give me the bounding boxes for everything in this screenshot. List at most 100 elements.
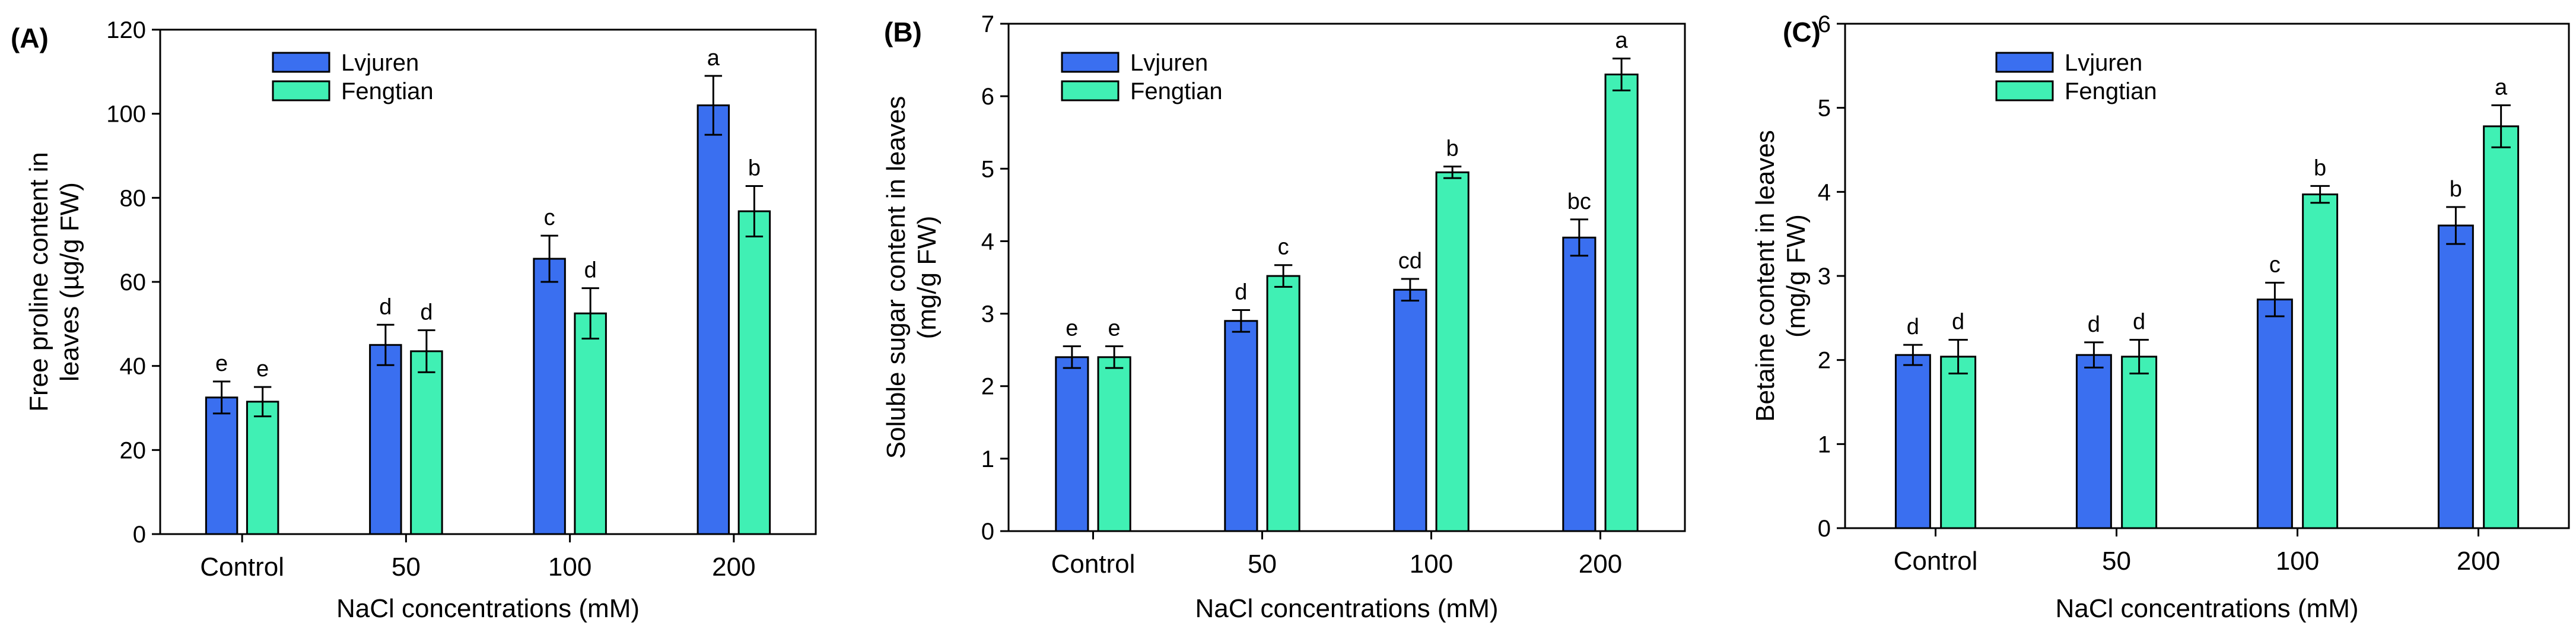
bar-fengtian (2483, 125, 2520, 529)
bar-lvjuren (1393, 288, 1427, 532)
y-tick-label: 4 (981, 228, 994, 255)
y-tick-label: 2 (981, 374, 994, 400)
bar-fengtian (1940, 355, 1977, 529)
significance-label: d (379, 294, 392, 319)
plot-frame (1007, 23, 1686, 532)
y-axis-title-line: Betaine content in leaves (1751, 130, 1780, 422)
y-tick-label: 1 (981, 446, 994, 472)
bar-lvjuren (533, 258, 566, 535)
significance-label: b (2314, 155, 2326, 180)
bar-lvjuren (2256, 298, 2293, 529)
bar-lvjuren (1224, 320, 1258, 532)
legend-label: Lvjuren (1130, 50, 1208, 76)
x-tick-label: 100 (548, 552, 591, 582)
x-tick-label: Control (200, 552, 284, 582)
bar-fengtian (737, 210, 771, 535)
y-axis-title: Free proline content inleaves (µg/g FW) (24, 152, 84, 412)
significance-label: e (1108, 316, 1121, 341)
y-tick-label: 5 (1818, 96, 1831, 122)
bar-fengtian (410, 350, 443, 535)
significance-label: d (1952, 310, 1964, 335)
significance-label: e (215, 351, 228, 376)
significance-label: d (1907, 315, 1919, 339)
x-axis-title: NaCl concentrations (mM) (2055, 594, 2358, 623)
y-tick-label: 7 (981, 11, 994, 37)
y-axis-title-line: (mg/g FW) (912, 216, 942, 339)
significance-label: d (2088, 312, 2100, 337)
x-tick-label: 100 (1410, 550, 1453, 579)
y-tick-label: 0 (133, 522, 146, 548)
bar-lvjuren (2075, 354, 2112, 529)
significance-label: a (1615, 28, 1629, 53)
significance-label: e (256, 357, 269, 382)
y-tick-label: 6 (981, 84, 994, 110)
bar-lvjuren (1894, 354, 1931, 529)
y-tick-label: 120 (106, 17, 146, 43)
bar-fengtian (1097, 356, 1131, 532)
bar-lvjuren (1055, 356, 1089, 532)
legend-label: Lvjuren (341, 50, 419, 76)
significance-label: e (1066, 316, 1078, 341)
bar-lvjuren (2437, 224, 2474, 529)
panel-label: (A) (11, 23, 49, 53)
legend-label: Fengtian (2065, 78, 2157, 104)
legend-swatch-fengtian (1061, 80, 1120, 101)
bar-fengtian (574, 312, 607, 535)
x-tick-label: 100 (2276, 547, 2319, 576)
bar-fengtian (1266, 275, 1300, 532)
legend-swatch-lvjuren (272, 52, 330, 73)
y-tick-label: 20 (120, 437, 147, 463)
bar-lvjuren (369, 344, 402, 535)
y-axis-title-line: leaves (µg/g FW) (55, 182, 84, 382)
y-tick-label: 40 (120, 354, 147, 380)
x-tick-label: 50 (2102, 547, 2131, 576)
x-axis-title: NaCl concentrations (mM) (336, 594, 640, 623)
significance-label: b (748, 156, 761, 181)
significance-label: c (1278, 235, 1289, 260)
y-tick-label: 2 (1818, 348, 1831, 374)
significance-label: c (2269, 252, 2281, 277)
y-axis-title-line: Free proline content in (24, 152, 53, 412)
y-tick-label: 3 (1818, 263, 1831, 290)
significance-label: a (2495, 75, 2508, 100)
significance-label: b (1446, 136, 1459, 161)
legend-swatch-fengtian (1995, 80, 2054, 101)
y-tick-label: 0 (1818, 516, 1831, 542)
x-tick-label: 200 (1579, 550, 1622, 579)
y-axis-title: Soluble sugar content in leaves(mg/g FW) (882, 96, 942, 459)
significance-label: c (544, 205, 555, 230)
x-tick-label: 50 (1248, 550, 1277, 579)
panel-label: (C) (1783, 17, 1821, 47)
y-axis-title: Betaine content in leaves(mg/g FW) (1751, 130, 1811, 422)
panel-3: (C) 0 1 2 3 4 5 6 Betaine content in leaves(mg/g… (1751, 11, 2570, 623)
y-axis-title-line: Soluble sugar content in leaves (882, 96, 911, 459)
significance-label: d (584, 258, 597, 283)
significance-label: bc (1567, 189, 1591, 214)
significance-label: a (707, 46, 720, 71)
y-tick-label: 0 (981, 519, 994, 545)
y-tick-label: 3 (981, 301, 994, 328)
significance-label: cd (1398, 249, 1422, 274)
y-tick-label: 6 (1818, 11, 1831, 37)
legend-swatch-lvjuren (1995, 52, 2054, 73)
bar-fengtian (246, 401, 279, 535)
significance-label: d (420, 300, 432, 325)
legend-swatch-fengtian (272, 80, 330, 101)
y-tick-label: 60 (120, 269, 147, 296)
y-tick-label: 5 (981, 156, 994, 182)
significance-label: d (2133, 310, 2145, 335)
y-tick-label: 4 (1818, 179, 1831, 205)
significance-label: d (1235, 280, 1247, 304)
bar-lvjuren (205, 396, 238, 535)
bar-lvjuren (697, 104, 730, 535)
panel-label: (B) (884, 17, 922, 47)
x-tick-label: 200 (2457, 547, 2500, 576)
legend-swatch-lvjuren (1061, 52, 1120, 73)
legend-label: Fengtian (341, 78, 434, 104)
legend-label: Lvjuren (2065, 50, 2142, 76)
x-tick-label: 200 (712, 552, 755, 582)
bar-fengtian (2121, 355, 2158, 529)
x-tick-label: 50 (392, 552, 421, 582)
x-axis-title: NaCl concentrations (mM) (1195, 594, 1498, 623)
